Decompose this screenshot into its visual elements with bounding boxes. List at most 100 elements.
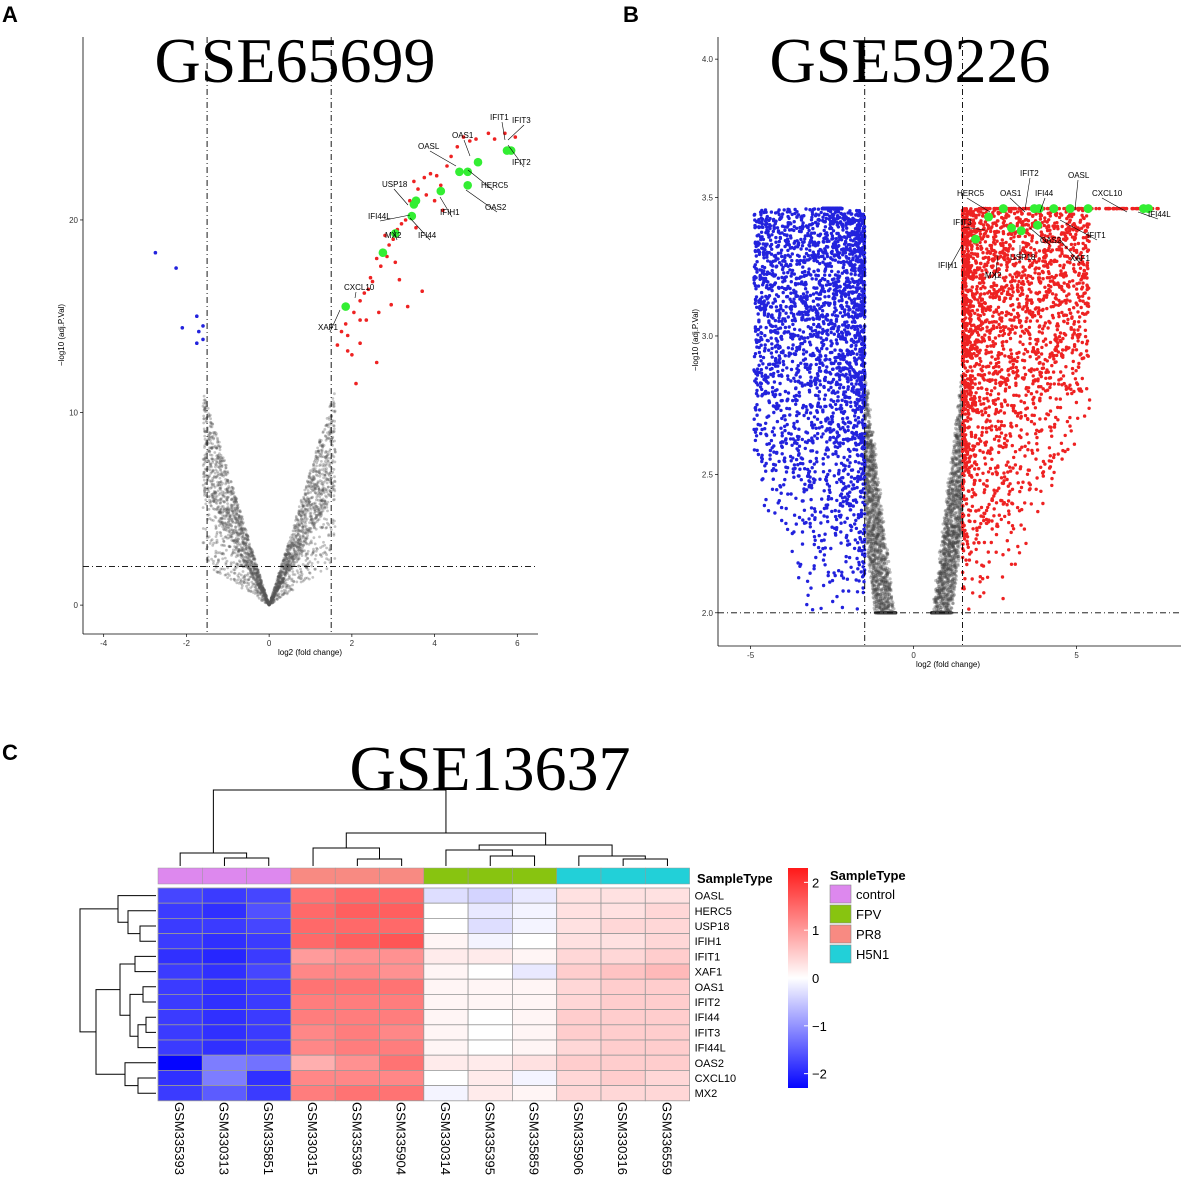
background-point <box>277 584 281 587</box>
up-point <box>513 135 518 139</box>
background-point <box>237 575 241 579</box>
background-point <box>292 549 296 553</box>
background-point <box>322 476 325 480</box>
background-point <box>217 483 221 487</box>
background-point <box>207 513 211 517</box>
background-point <box>298 537 302 540</box>
background-point <box>211 431 215 434</box>
background-point <box>236 553 239 557</box>
background-point <box>220 543 224 547</box>
background-point <box>275 597 279 601</box>
background-point <box>203 456 207 460</box>
background-point <box>314 487 317 491</box>
background-point <box>951 601 955 605</box>
background-point <box>307 562 310 565</box>
background-point <box>325 553 328 557</box>
background-point <box>237 515 241 518</box>
background-point <box>213 458 217 462</box>
background-point <box>249 589 253 593</box>
background-point <box>305 502 309 506</box>
background-point <box>319 569 323 573</box>
background-point <box>293 524 297 527</box>
background-point <box>246 573 249 577</box>
background-point <box>258 577 262 580</box>
background-point <box>318 452 322 456</box>
background-point <box>258 573 261 577</box>
background-point <box>333 419 336 423</box>
background-point <box>299 521 303 525</box>
background-point <box>230 486 234 489</box>
background-point <box>221 551 225 555</box>
background-point <box>288 545 291 549</box>
background-point <box>248 575 252 579</box>
up-point <box>422 175 427 180</box>
background-point <box>207 437 211 441</box>
background-point <box>319 511 322 515</box>
background-point <box>218 530 222 534</box>
background-point <box>217 524 221 527</box>
background-point <box>242 547 246 551</box>
background-point <box>288 540 291 544</box>
background-point <box>201 457 205 461</box>
background-point <box>288 555 292 559</box>
background-point <box>207 412 211 416</box>
background-point <box>206 407 210 410</box>
background-point <box>214 524 218 528</box>
background-point <box>954 569 958 574</box>
background-point <box>216 436 219 440</box>
background-point <box>292 526 296 530</box>
background-point <box>209 417 213 421</box>
background-point <box>295 569 299 573</box>
background-point <box>278 585 281 589</box>
background-point <box>216 444 220 447</box>
background-point <box>279 573 283 577</box>
background-point <box>290 537 294 540</box>
background-point <box>253 567 257 571</box>
background-point <box>241 557 245 560</box>
background-point <box>289 545 293 549</box>
background-point <box>232 495 236 499</box>
background-point <box>300 521 304 525</box>
background-point <box>209 441 213 445</box>
background-point <box>252 582 256 586</box>
background-point <box>300 554 304 557</box>
background-point <box>239 532 243 536</box>
background-point <box>220 465 224 468</box>
background-point <box>271 596 275 600</box>
background-point <box>262 594 265 597</box>
background-point <box>294 536 298 540</box>
background-point <box>229 535 233 539</box>
background-point <box>255 571 259 575</box>
gene-label: IFIT3 <box>512 116 531 125</box>
background-point <box>243 537 247 541</box>
gene-label: CXCL10 <box>344 283 375 292</box>
background-point <box>309 482 313 486</box>
background-point <box>318 444 322 447</box>
background-point <box>278 582 282 586</box>
background-point <box>321 488 325 492</box>
background-point <box>320 499 323 502</box>
background-point <box>291 583 294 587</box>
background-point <box>311 550 315 554</box>
background-point <box>219 467 222 471</box>
background-point <box>254 588 258 592</box>
background-point <box>271 593 275 597</box>
background-point <box>230 528 234 532</box>
background-point <box>319 546 322 549</box>
background-point <box>306 481 310 485</box>
background-point <box>329 472 333 475</box>
up-point <box>474 137 478 141</box>
background-point <box>295 556 298 559</box>
background-point <box>259 581 263 585</box>
background-point <box>212 519 215 522</box>
background-point <box>238 521 241 525</box>
background-point <box>263 588 266 592</box>
background-point <box>222 507 226 511</box>
x-tick-label: 4 <box>432 639 437 648</box>
background-point <box>270 598 274 602</box>
background-point <box>240 586 244 590</box>
background-point <box>268 600 272 604</box>
background-point <box>274 591 278 594</box>
background-point <box>204 430 208 434</box>
background-point <box>238 560 242 564</box>
